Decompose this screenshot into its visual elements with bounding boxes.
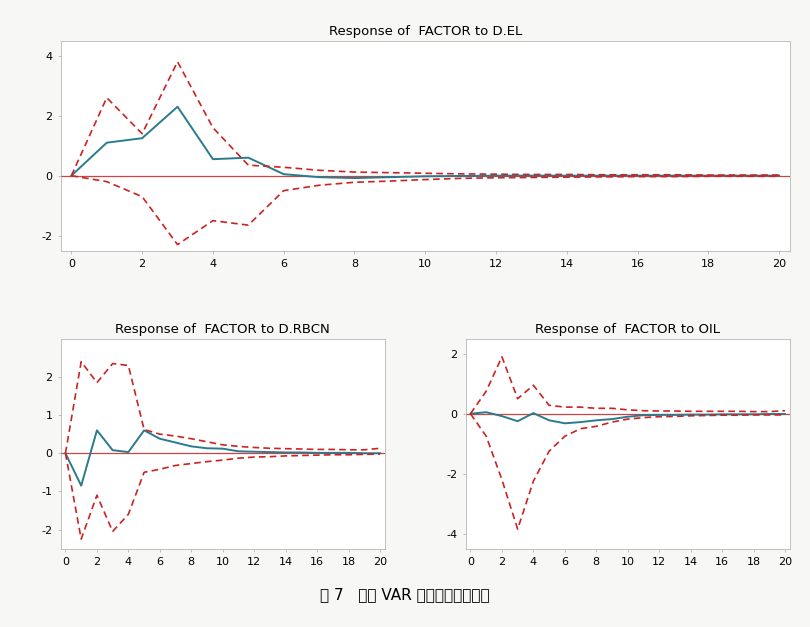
Title: Response of  FACTOR to D.RBCN: Response of FACTOR to D.RBCN <box>115 323 330 336</box>
Title: Response of  FACTOR to D.EL: Response of FACTOR to D.EL <box>329 25 522 38</box>
Text: 图 7   扩展 VAR 模型的脉冲响应图: 图 7 扩展 VAR 模型的脉冲响应图 <box>320 587 490 602</box>
Title: Response of  FACTOR to OIL: Response of FACTOR to OIL <box>535 323 720 336</box>
